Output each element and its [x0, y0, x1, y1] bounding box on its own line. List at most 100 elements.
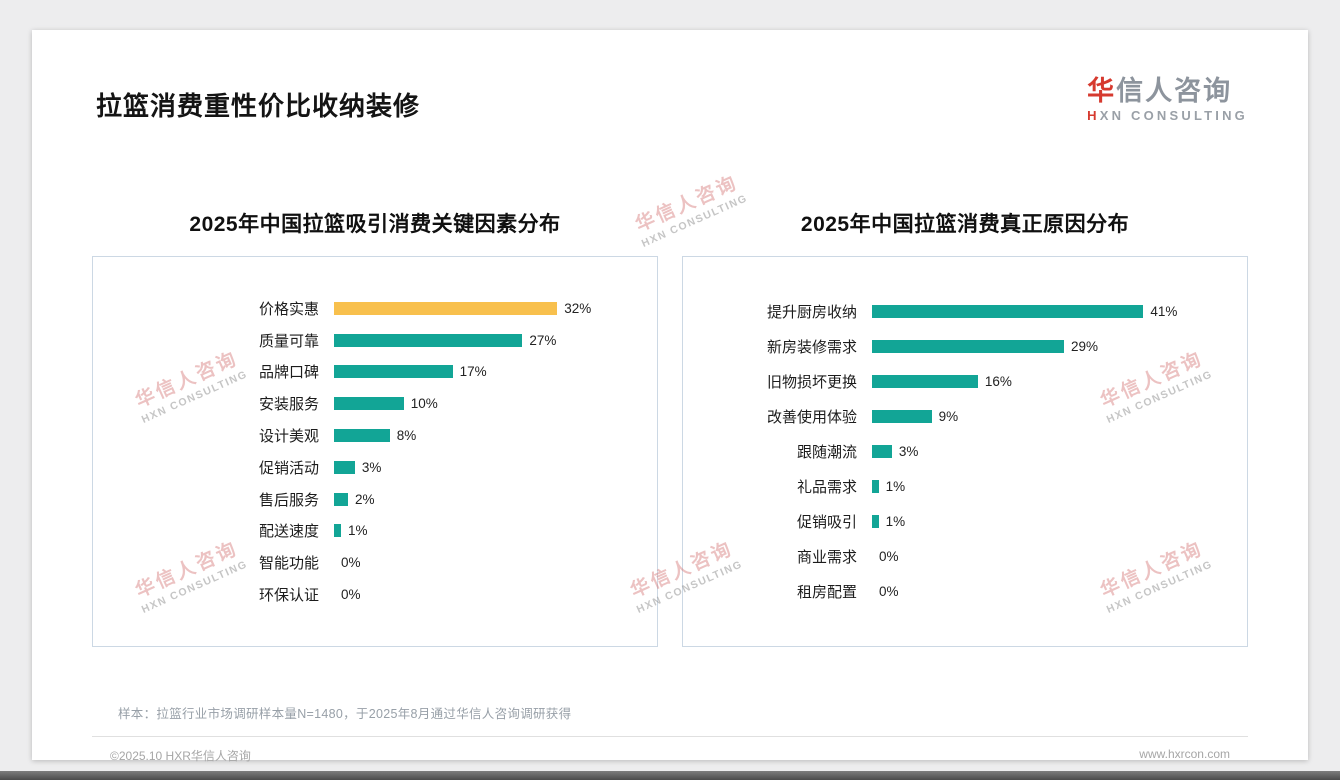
- bar: [334, 333, 523, 347]
- bar-category-label: 商业需求: [796, 548, 857, 566]
- chart-plot-area: 价格实惠 32% 质量可靠 27% 品牌口碑 17% 安装服务 10% 设计美观 8% 促销活动 3%…: [92, 255, 658, 647]
- header: 拉篮消费重性价比收纳装修 华信人咨询 HXN CONSULTING: [92, 70, 1248, 124]
- chart-row: 旧物损坏更换 16%: [697, 371, 1203, 392]
- bar-category-label: 售后服务: [258, 491, 319, 509]
- bar-value-label: 1%: [885, 478, 906, 494]
- chart-row: 质量可靠 27%: [107, 330, 613, 351]
- chart-plot-area: 提升厨房收纳 41% 新房装修需求 29% 旧物损坏更换 16% 改善使用体验 9% 跟随潮流 3…: [682, 255, 1248, 647]
- bar-track: 17%: [334, 364, 613, 379]
- bar-track: 1%: [334, 523, 613, 538]
- bar-value-label: 0%: [879, 548, 899, 564]
- bar: [872, 444, 892, 458]
- bar: [872, 339, 1064, 353]
- bar-category-label: 环保认证: [258, 587, 319, 605]
- bar: [872, 479, 879, 493]
- bar: [872, 374, 978, 388]
- chart-rows: 提升厨房收纳 41% 新房装修需求 29% 旧物损坏更换 16% 改善使用体验 9% 跟随潮流 3…: [697, 287, 1203, 616]
- bar-track: 27%: [334, 333, 613, 348]
- chart-title: 2025年中国拉篮吸引消费关键因素分布: [189, 212, 561, 236]
- bar-value-label: 2%: [354, 491, 375, 507]
- bar-category-label: 礼品需求: [796, 478, 857, 496]
- company-logo: 华信人咨询 HXN CONSULTING: [1087, 76, 1248, 124]
- bar: [872, 304, 1144, 318]
- bar-value-label: 1%: [347, 523, 368, 539]
- bar-track: 0%: [872, 549, 1203, 564]
- bar-value-label: 1%: [885, 513, 906, 529]
- charts-section: 2025年中国拉篮吸引消费关键因素分布 价格实惠 32% 质量可靠 27% 品牌口碑 17…: [92, 208, 1248, 647]
- logo-en-text: HXN CONSULTING: [1087, 108, 1248, 124]
- bar-value-label: 0%: [341, 555, 361, 571]
- chart-row: 售后服务 2%: [107, 489, 613, 510]
- bar-category-label: 价格实惠: [258, 300, 319, 318]
- chart-row: 礼品需求 1%: [697, 476, 1203, 497]
- logo-en-accent: H: [1087, 108, 1100, 124]
- footer: ©2025.10 HXR华信人咨询 www.hxrcon.com: [92, 737, 1248, 764]
- bar-value-label: 16%: [984, 373, 1012, 389]
- bar-category-label: 新房装修需求: [766, 338, 857, 356]
- bar: [872, 514, 879, 528]
- bar-track: 16%: [872, 374, 1203, 389]
- bar-category-label: 智能功能: [258, 555, 319, 573]
- chart-row: 价格实惠 32%: [107, 298, 613, 319]
- bar: [334, 492, 348, 506]
- chart-key-factors: 2025年中国拉篮吸引消费关键因素分布 价格实惠 32% 质量可靠 27% 品牌口碑 17…: [92, 208, 658, 647]
- bar-track: 1%: [872, 514, 1203, 529]
- chart-row: 安装服务 10%: [107, 393, 613, 414]
- logo-cn-accent: 华: [1087, 76, 1117, 106]
- slide-card: 拉篮消费重性价比收纳装修 华信人咨询 HXN CONSULTING 2025年中…: [32, 30, 1308, 763]
- chart-row: 商业需求 0%: [697, 546, 1203, 567]
- bar-value-label: 9%: [938, 408, 959, 424]
- bar-track: 3%: [334, 460, 613, 475]
- chart-row: 租房配置 0%: [697, 581, 1203, 602]
- chart-row: 新房装修需求 29%: [697, 336, 1203, 357]
- bar-category-label: 配送速度: [258, 523, 319, 541]
- bar-value-label: 29%: [1070, 338, 1098, 354]
- bar-value-label: 10%: [410, 396, 438, 412]
- chart-row: 改善使用体验 9%: [697, 406, 1203, 427]
- chart-row: 智能功能 0%: [107, 552, 613, 573]
- bar: [334, 460, 355, 474]
- logo-en-rest: XN CONSULTING: [1099, 108, 1248, 124]
- sample-footnote: 样本：拉篮行业市场调研样本量N=1480，于2025年8月通过华信人咨询调研获得: [118, 706, 572, 721]
- bar-value-label: 3%: [898, 443, 919, 459]
- bar-category-label: 安装服务: [258, 396, 319, 414]
- chart-row: 促销活动 3%: [107, 457, 613, 478]
- bar-category-label: 设计美观: [258, 428, 319, 446]
- bar-value-label: 17%: [459, 364, 487, 380]
- bar-track: 0%: [872, 584, 1203, 599]
- bar-track: 3%: [872, 444, 1203, 459]
- footer-divider: [92, 735, 1248, 737]
- footer-copyright: ©2025.10 HXR华信人咨询: [110, 748, 251, 763]
- page-bottom-edge: [0, 771, 1340, 780]
- bar: [334, 429, 390, 443]
- logo-cn-text: 华信人咨询: [1087, 76, 1248, 107]
- chart-row: 设计美观 8%: [107, 425, 613, 446]
- footer-url: www.hxrcon.com: [1139, 746, 1230, 761]
- bar-value-label: 0%: [879, 583, 899, 599]
- chart-row: 促销吸引 1%: [697, 511, 1203, 532]
- bar-track: 0%: [334, 587, 613, 602]
- bar-track: 2%: [334, 492, 613, 507]
- bar-value-label: 41%: [1150, 303, 1178, 319]
- bar-category-label: 促销吸引: [796, 513, 857, 531]
- bar-value-label: 0%: [341, 587, 361, 603]
- bar-track: 10%: [334, 396, 613, 411]
- bar-track: 32%: [334, 301, 613, 316]
- bar-category-label: 租房配置: [796, 583, 857, 601]
- bar-category-label: 质量可靠: [258, 332, 319, 350]
- bar: [334, 524, 341, 538]
- chart-rows: 价格实惠 32% 质量可靠 27% 品牌口碑 17% 安装服务 10% 设计美观 8% 促销活动 3%…: [107, 287, 613, 616]
- bar-track: 0%: [334, 555, 613, 570]
- bar-track: 9%: [872, 409, 1203, 424]
- bar-track: 29%: [872, 339, 1203, 354]
- bar-value-label: 3%: [361, 459, 382, 475]
- bar: [334, 397, 404, 411]
- bar-category-label: 改善使用体验: [766, 408, 857, 426]
- bar-track: 1%: [872, 479, 1203, 494]
- chart-row: 提升厨房收纳 41%: [697, 301, 1203, 322]
- bar-category-label: 跟随潮流: [796, 443, 857, 461]
- chart-row: 品牌口碑 17%: [107, 361, 613, 382]
- chart-row: 环保认证 0%: [107, 584, 613, 605]
- bar-track: 41%: [872, 304, 1203, 319]
- bar-category-label: 促销活动: [258, 459, 319, 477]
